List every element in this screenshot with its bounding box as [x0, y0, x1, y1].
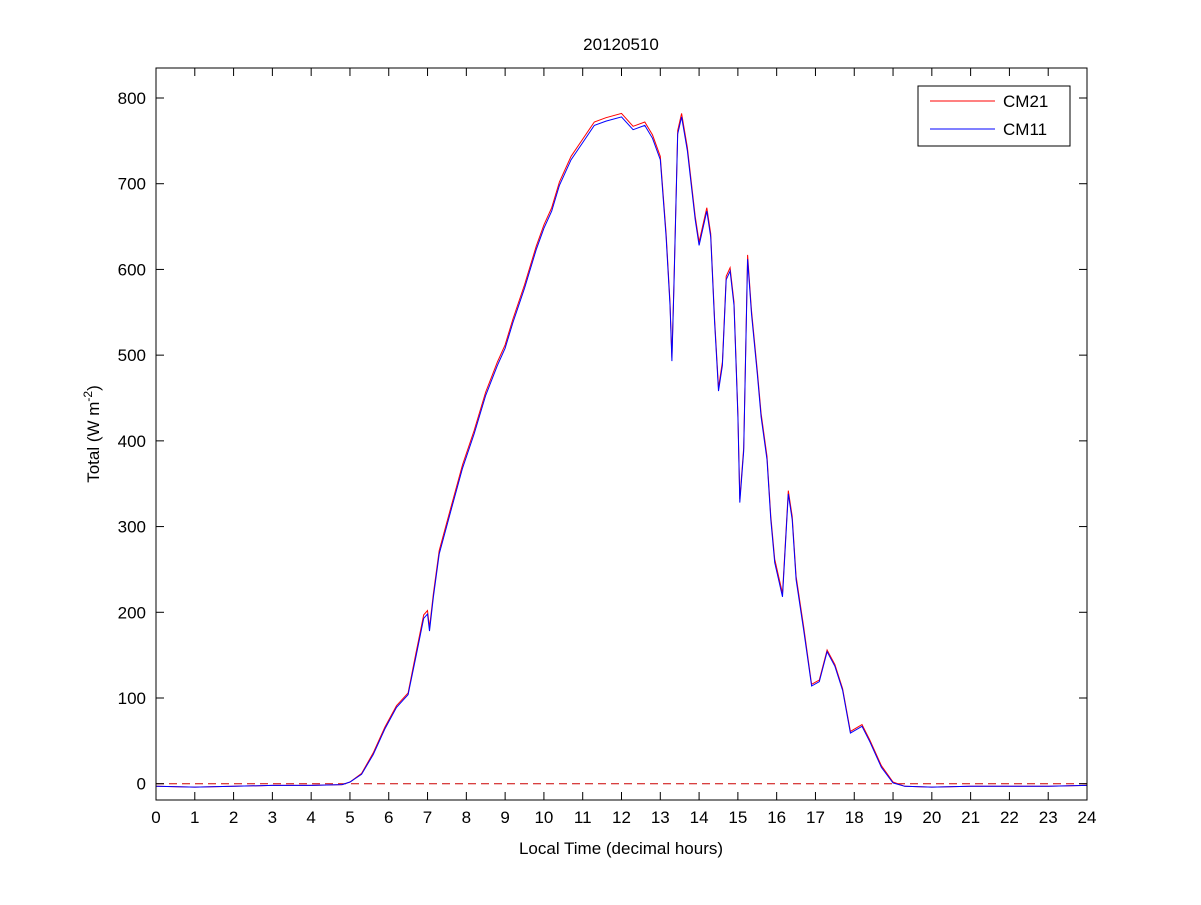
- x-tick-label: 19: [884, 808, 903, 827]
- x-tick-label: 23: [1039, 808, 1058, 827]
- y-tick-label: 200: [118, 603, 146, 622]
- y-axis-label: Total (W m-2): [81, 385, 103, 483]
- x-tick-label: 1: [190, 808, 199, 827]
- y-tick-label: 0: [137, 775, 146, 794]
- y-tick-label: 100: [118, 689, 146, 708]
- x-tick-label: 18: [845, 808, 864, 827]
- x-tick-label: 20: [922, 808, 941, 827]
- series-line-cm11: [155, 116, 1088, 788]
- x-tick-label: 24: [1078, 808, 1097, 827]
- plot-area: [156, 68, 1087, 800]
- x-tick-label: 17: [806, 808, 825, 827]
- y-tick-label: 400: [118, 432, 146, 451]
- x-tick-label: 9: [500, 808, 509, 827]
- x-tick-label: 5: [345, 808, 354, 827]
- y-tick-label: 700: [118, 175, 146, 194]
- x-tick-label: 22: [1000, 808, 1019, 827]
- legend-label-cm11: CM11: [1003, 120, 1047, 139]
- x-tick-label: 21: [961, 808, 980, 827]
- x-tick-label: 4: [306, 808, 315, 827]
- x-tick-label: 14: [690, 808, 709, 827]
- x-tick-label: 16: [767, 808, 786, 827]
- x-tick-label: 12: [612, 808, 631, 827]
- x-tick-label: 2: [229, 808, 238, 827]
- x-tick-label: 7: [423, 808, 432, 827]
- y-tick-label: 300: [118, 518, 146, 537]
- legend-box: [917, 85, 1071, 147]
- legend: CM21 CM11: [917, 85, 1071, 147]
- y-tick-label: 500: [118, 346, 146, 365]
- x-tick-label: 6: [384, 808, 393, 827]
- x-tick-label: 10: [534, 808, 553, 827]
- x-tick-label: 13: [651, 808, 670, 827]
- y-tick-label: 800: [118, 89, 146, 108]
- legend-label-cm21: CM21: [1003, 92, 1048, 111]
- x-tick-label: 11: [574, 808, 592, 827]
- x-tick-label: 3: [268, 808, 277, 827]
- x-tick-label: 15: [728, 808, 747, 827]
- x-tick-label: 8: [462, 808, 471, 827]
- chart-title: 20120510: [583, 35, 659, 54]
- x-axis-label: Local Time (decimal hours): [519, 839, 723, 858]
- x-tick-label: 0: [151, 808, 160, 827]
- y-tick-label: 600: [118, 260, 146, 279]
